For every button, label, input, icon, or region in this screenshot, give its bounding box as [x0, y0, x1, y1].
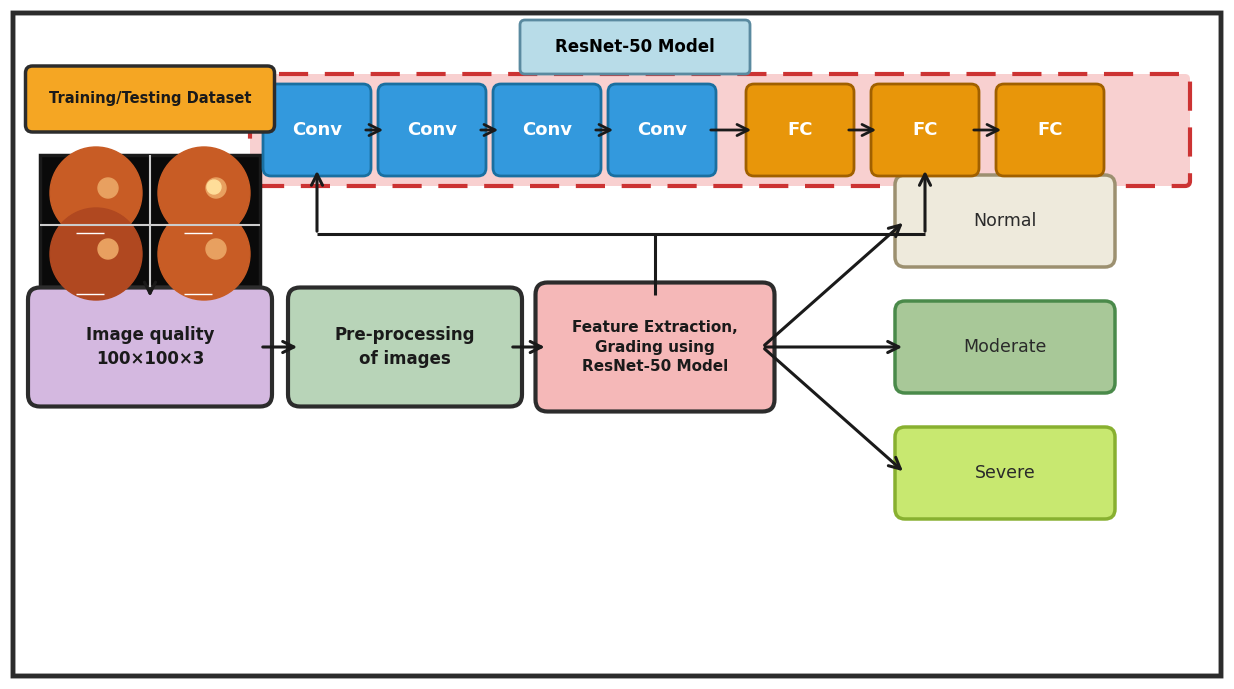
- FancyBboxPatch shape: [494, 84, 601, 176]
- Text: Feature Extraction,
Grading using
ResNet-50 Model: Feature Extraction, Grading using ResNet…: [573, 320, 738, 374]
- FancyBboxPatch shape: [895, 427, 1116, 519]
- FancyBboxPatch shape: [26, 66, 274, 132]
- FancyBboxPatch shape: [895, 301, 1116, 393]
- Text: FC: FC: [1038, 121, 1062, 139]
- Circle shape: [158, 147, 251, 239]
- FancyBboxPatch shape: [747, 84, 854, 176]
- FancyBboxPatch shape: [263, 84, 371, 176]
- Text: Conv: Conv: [407, 121, 457, 139]
- FancyBboxPatch shape: [608, 84, 716, 176]
- Text: FC: FC: [787, 121, 813, 139]
- Circle shape: [158, 208, 251, 300]
- Circle shape: [207, 180, 221, 194]
- Circle shape: [97, 178, 118, 198]
- Text: Pre-processing
of images: Pre-processing of images: [334, 326, 475, 368]
- FancyBboxPatch shape: [39, 155, 260, 287]
- Text: FC: FC: [912, 121, 938, 139]
- FancyBboxPatch shape: [14, 13, 1220, 676]
- Text: Conv: Conv: [522, 121, 573, 139]
- Text: ResNet-50 Model: ResNet-50 Model: [555, 38, 714, 56]
- FancyBboxPatch shape: [895, 175, 1116, 267]
- Circle shape: [51, 147, 142, 239]
- Circle shape: [97, 239, 118, 259]
- FancyBboxPatch shape: [378, 84, 486, 176]
- Text: Moderate: Moderate: [964, 338, 1046, 356]
- FancyBboxPatch shape: [871, 84, 979, 176]
- FancyBboxPatch shape: [288, 287, 522, 407]
- Circle shape: [51, 208, 142, 300]
- Text: Normal: Normal: [974, 212, 1037, 230]
- Circle shape: [206, 239, 226, 259]
- FancyBboxPatch shape: [28, 287, 271, 407]
- FancyBboxPatch shape: [536, 282, 775, 411]
- Text: Image quality
100×100×3: Image quality 100×100×3: [85, 326, 215, 368]
- Text: Conv: Conv: [637, 121, 687, 139]
- Text: Conv: Conv: [292, 121, 342, 139]
- Circle shape: [206, 178, 226, 198]
- FancyBboxPatch shape: [520, 20, 750, 74]
- Text: Training/Testing Dataset: Training/Testing Dataset: [49, 92, 252, 107]
- FancyBboxPatch shape: [251, 74, 1190, 186]
- Text: Severe: Severe: [975, 464, 1035, 482]
- FancyBboxPatch shape: [996, 84, 1104, 176]
